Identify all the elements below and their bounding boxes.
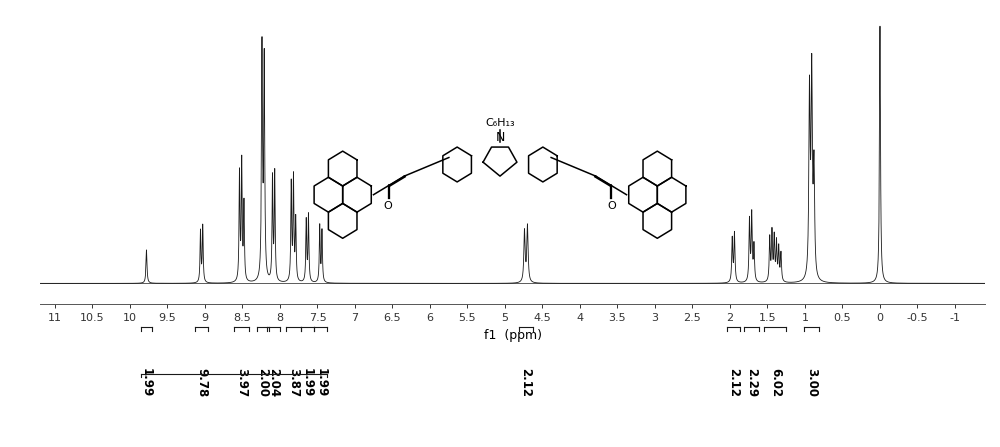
Text: 1.99: 1.99 [314,368,327,397]
Text: 1.99: 1.99 [140,368,153,397]
Text: 2.12: 2.12 [519,368,532,397]
Text: 2.12: 2.12 [727,368,740,397]
X-axis label: f1  (ppm): f1 (ppm) [484,329,542,342]
Text: 3.87: 3.87 [287,368,300,397]
Text: 3.00: 3.00 [805,368,818,397]
Text: O: O [608,201,617,211]
Text: 1.99: 1.99 [301,368,314,397]
Text: C₆H₁₃: C₆H₁₃ [485,118,515,128]
Text: O: O [383,201,392,211]
Text: 2.04: 2.04 [267,368,280,397]
Text: 3.97: 3.97 [235,368,248,397]
Text: 9.78: 9.78 [195,368,208,397]
Text: 2.29: 2.29 [745,368,758,397]
Text: N: N [495,131,505,143]
Text: 2.00: 2.00 [257,368,270,397]
Text: 6.02: 6.02 [769,368,782,397]
